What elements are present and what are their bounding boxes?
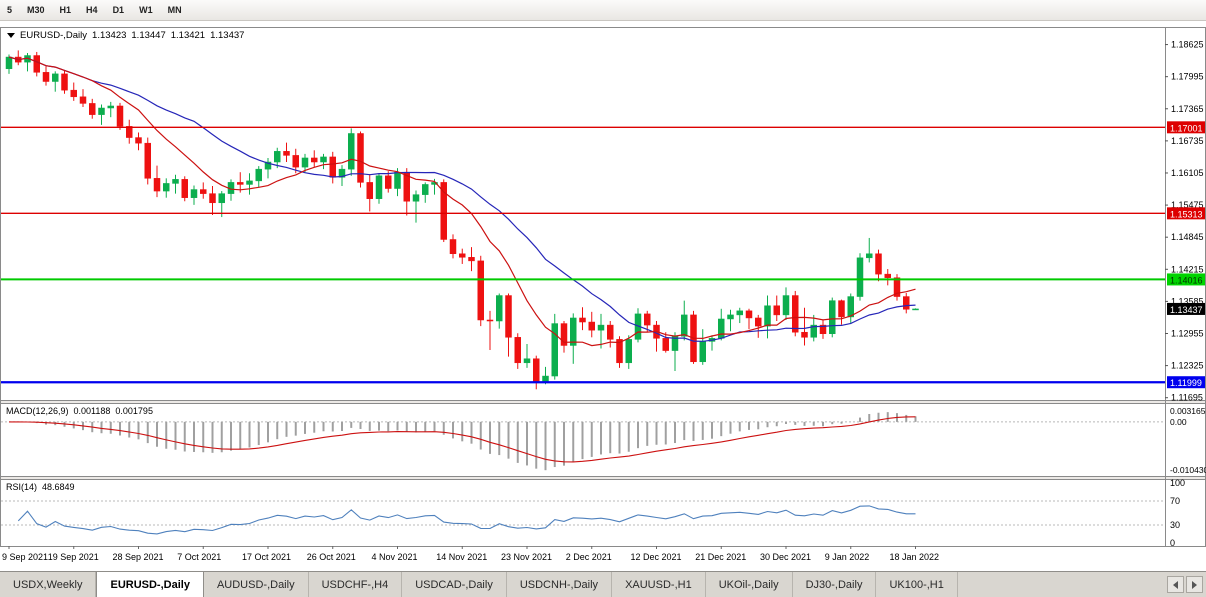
ohlc-low: 1.13421 (170, 30, 206, 41)
timeframe-toolbar: 5 M30 H1 H4 D1 W1 MN (0, 0, 1206, 21)
candlestick-series (5, 50, 919, 390)
svg-text:26 Oct 2021: 26 Oct 2021 (307, 552, 356, 562)
svg-text:1.16105: 1.16105 (1171, 168, 1204, 178)
macd-signal-line (9, 416, 916, 463)
svg-text:2 Dec 2021: 2 Dec 2021 (566, 552, 612, 562)
timeframe-d1[interactable]: D1 (107, 2, 131, 18)
svg-text:1.13437: 1.13437 (1170, 305, 1203, 315)
svg-text:12 Dec 2021: 12 Dec 2021 (631, 552, 682, 562)
macd-value1: 0.001188 (73, 406, 111, 416)
chart-collapse-icon[interactable] (7, 33, 15, 38)
svg-text:1.15313: 1.15313 (1170, 209, 1203, 219)
tab-usdx-weekly[interactable]: USDX,Weekly (0, 572, 97, 597)
rsi-indicator-label: RSI(14) 48.6849 (6, 482, 75, 492)
tab-eurusd-daily[interactable]: EURUSD-,Daily (96, 572, 204, 597)
tab-xauusd-h1[interactable]: XAUUSD-,H1 (612, 572, 706, 597)
svg-text:9 Jan 2022: 9 Jan 2022 (825, 552, 870, 562)
svg-text:1.18625: 1.18625 (1171, 40, 1204, 50)
svg-text:1.11999: 1.11999 (1170, 378, 1202, 388)
svg-text:-0.010430: -0.010430 (1170, 465, 1206, 475)
svg-text:0: 0 (1170, 538, 1175, 548)
ohlc-open: 1.13423 (92, 30, 127, 41)
svg-text:1.15475: 1.15475 (1171, 200, 1204, 210)
timeframe-m30[interactable]: M30 (21, 2, 51, 18)
timeframe-h4[interactable]: H4 (80, 2, 104, 18)
svg-text:30: 30 (1170, 520, 1180, 530)
timeframe-h1[interactable]: H1 (54, 2, 78, 18)
macd-value2: 0.001795 (115, 406, 153, 416)
tab-ukoil-daily[interactable]: UKOil-,Daily (706, 572, 793, 597)
svg-text:1.13585: 1.13585 (1171, 296, 1204, 306)
macd-histogram (17, 412, 917, 471)
ma-fast-line (8, 56, 916, 347)
price-axis[interactable]: 1.18625 1.17995 1.17365 1.16735 1.16105 1.154… (1165, 40, 1205, 403)
svg-text:19 Sep 2021: 19 Sep 2021 (48, 552, 99, 562)
svg-text:1.17995: 1.17995 (1171, 72, 1204, 82)
tab-usdchf-h4[interactable]: USDCHF-,H4 (309, 572, 403, 597)
ohlc-high: 1.13447 (131, 30, 166, 41)
svg-text:14 Nov 2021: 14 Nov 2021 (436, 552, 487, 562)
tab-usdcad-daily[interactable]: USDCAD-,Daily (402, 572, 507, 597)
chart-tabbar: USDX,Weekly EURUSD-,Daily AUDUSD-,Daily … (0, 571, 1206, 597)
timeframe-w1[interactable]: W1 (133, 2, 159, 18)
svg-text:1.14215: 1.14215 (1171, 264, 1204, 274)
tab-usdcnh-daily[interactable]: USDCNH-,Daily (507, 572, 613, 597)
tab-audusd-daily[interactable]: AUDUSD-,Daily (204, 572, 309, 597)
svg-text:1.17001: 1.17001 (1170, 123, 1203, 133)
price-chart-svg: 1.18625 1.17995 1.17365 1.16735 1.16105 1.154… (0, 27, 1206, 572)
left-arrow-icon (1173, 580, 1178, 589)
macd-indicator-label: MACD(12,26,9) 0.001188 0.001795 (6, 406, 153, 416)
svg-text:7 Oct 2021: 7 Oct 2021 (177, 552, 221, 562)
svg-text:0.00: 0.00 (1170, 417, 1187, 427)
chart-canvas[interactable]: 1.18625 1.17995 1.17365 1.16735 1.16105 1.154… (0, 27, 1206, 572)
tab-scroll-controls (1167, 576, 1203, 593)
svg-text:1.14845: 1.14845 (1171, 232, 1204, 242)
tab-dj30-daily[interactable]: DJ30-,Daily (793, 572, 877, 597)
svg-text:1.16735: 1.16735 (1171, 136, 1204, 146)
svg-text:18 Jan 2022: 18 Jan 2022 (890, 552, 940, 562)
tab-uk100-h1[interactable]: UK100-,H1 (876, 572, 958, 597)
svg-text:23 Nov 2021: 23 Nov 2021 (501, 552, 552, 562)
svg-text:100: 100 (1170, 478, 1185, 488)
chart-title: EURUSD-,Daily 1.13423 1.13447 1.13421 1.… (7, 30, 244, 41)
svg-text:9 Sep 2021: 9 Sep 2021 (2, 552, 48, 562)
tab-scroll-right-button[interactable] (1186, 576, 1203, 593)
timeframe-m5[interactable]: 5 (1, 2, 18, 18)
rsi-value: 48.6849 (42, 482, 75, 492)
tab-scroll-left-button[interactable] (1167, 576, 1184, 593)
ma-slow-line (8, 56, 916, 342)
svg-text:1.17365: 1.17365 (1171, 104, 1204, 114)
svg-text:1.14016: 1.14016 (1170, 275, 1203, 285)
svg-text:4 Nov 2021: 4 Nov 2021 (372, 552, 418, 562)
svg-text:1.11695: 1.11695 (1171, 393, 1203, 403)
svg-text:70: 70 (1170, 496, 1180, 506)
macd-name: MACD(12,26,9) (6, 406, 69, 416)
svg-text:0.003165: 0.003165 (1170, 406, 1206, 416)
svg-text:28 Sep 2021: 28 Sep 2021 (113, 552, 164, 562)
svg-text:1.12325: 1.12325 (1171, 361, 1204, 371)
svg-text:17 Oct 2021: 17 Oct 2021 (242, 552, 291, 562)
time-axis[interactable]: 9 Sep 2021 19 Sep 2021 28 Sep 2021 7 Oct 20… (2, 546, 939, 562)
rsi-line (17, 505, 916, 535)
svg-text:1.12955: 1.12955 (1171, 328, 1204, 338)
chart-symbol-label: EURUSD-,Daily (20, 30, 88, 41)
right-arrow-icon (1192, 580, 1197, 589)
timeframe-mn[interactable]: MN (162, 2, 188, 18)
svg-text:30 Dec 2021: 30 Dec 2021 (760, 552, 811, 562)
rsi-name: RSI(14) (6, 482, 38, 492)
svg-text:21 Dec 2021: 21 Dec 2021 (695, 552, 746, 562)
ohlc-close: 1.13437 (210, 30, 245, 41)
